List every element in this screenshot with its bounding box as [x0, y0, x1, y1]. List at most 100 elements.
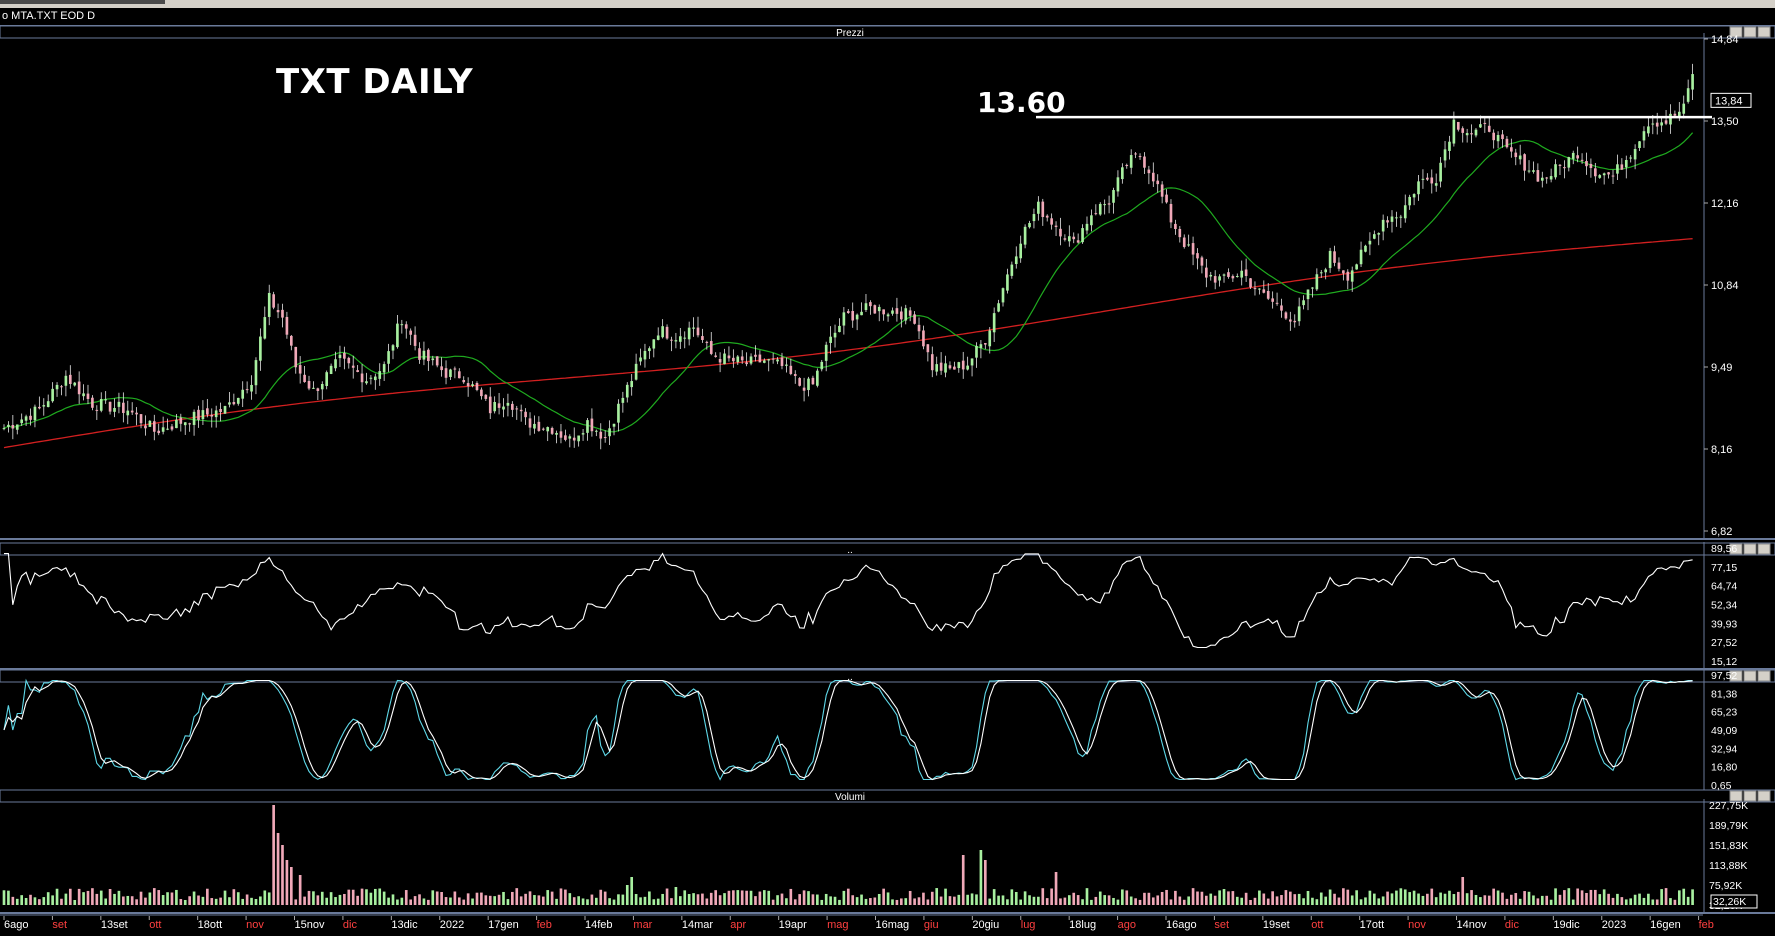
volume-bar: [365, 889, 368, 905]
volume-bar: [1081, 899, 1084, 905]
volume-bar: [1434, 897, 1438, 905]
candle-body: [639, 357, 642, 362]
volume-bar: [360, 888, 364, 905]
candle-body: [422, 350, 426, 360]
candle-body: [908, 310, 912, 316]
x-axis-label: giu: [924, 919, 939, 931]
volume-bar: [732, 890, 735, 905]
candle-body: [444, 368, 448, 378]
candle-body: [665, 326, 669, 339]
candle-body: [913, 314, 916, 324]
candle-body: [895, 308, 899, 314]
candle-body: [1554, 164, 1557, 178]
volume-bar: [1395, 890, 1398, 905]
volume-bar: [228, 897, 231, 905]
candle-body: [546, 427, 550, 432]
volume-bar: [1315, 899, 1319, 905]
candle-body: [767, 359, 771, 361]
volume-bar: [1479, 897, 1482, 905]
rsi-window-button: [1757, 543, 1771, 555]
volume-bar: [709, 892, 713, 905]
volume-bar: [696, 894, 700, 905]
volume-bar: [953, 896, 956, 905]
volume-bar: [1182, 899, 1186, 905]
candle-body: [590, 418, 594, 432]
volume-bar: [86, 890, 90, 905]
volume-bar: [824, 893, 828, 905]
volume-bar: [846, 888, 850, 905]
candle-body: [599, 431, 603, 439]
candle-body: [1107, 203, 1111, 205]
volume-bar: [391, 894, 395, 905]
volume-bar: [1328, 889, 1332, 905]
volume-bar: [829, 896, 832, 905]
candle-body: [192, 411, 196, 425]
candle-body: [1456, 121, 1460, 130]
volume-bar: [683, 890, 687, 905]
candle-body: [953, 366, 956, 370]
x-axis-label: feb: [1699, 919, 1714, 931]
candle-body: [1187, 244, 1190, 246]
x-axis-label: 16mag: [876, 919, 910, 931]
candle-body: [201, 410, 205, 420]
volume-bar: [687, 894, 691, 905]
candle-body: [900, 311, 903, 320]
volume-bar: [1333, 893, 1336, 905]
candle-body: [60, 386, 63, 388]
candle-body: [1372, 234, 1376, 239]
candle-body: [939, 362, 943, 371]
candle-body: [1647, 126, 1650, 134]
candle-body: [608, 428, 611, 437]
volume-bar: [219, 897, 222, 905]
candle-body: [1050, 218, 1053, 225]
candle-body: [303, 374, 306, 383]
candle-body: [144, 425, 147, 429]
candle-body: [223, 406, 227, 414]
volume-bar: [913, 898, 916, 905]
price-tick-label: 14,84: [1711, 34, 1739, 46]
volume-bar: [1633, 894, 1637, 905]
candle-body: [1448, 141, 1451, 151]
volume-bar: [1019, 899, 1023, 905]
candle-body: [1028, 223, 1031, 228]
candle-body: [11, 424, 15, 429]
candle-body: [793, 374, 797, 376]
candle-body: [1633, 149, 1637, 160]
volume-bar: [1249, 899, 1252, 905]
candle-body: [776, 359, 779, 362]
candle-body: [1364, 245, 1367, 252]
candle-body: [732, 357, 735, 362]
volume-bar: [1129, 896, 1133, 905]
candle-body: [1399, 216, 1403, 218]
rsi-tick-label: 15,12: [1711, 656, 1737, 668]
volume-bar: [206, 888, 209, 905]
volume-bar: [992, 889, 996, 905]
volume-bar: [555, 898, 558, 905]
volume-bar: [1205, 895, 1208, 905]
candle-body: [926, 344, 930, 353]
volume-bar: [1178, 896, 1182, 905]
volume-bar: [484, 895, 488, 905]
volume-bar: [60, 898, 63, 905]
candle-body: [1523, 154, 1526, 171]
volume-bar: [1302, 898, 1305, 905]
x-axis-label: 14feb: [585, 919, 613, 931]
stoch-tick-label: 32,94: [1711, 743, 1737, 755]
volume-bar: [802, 890, 806, 905]
volume-bar: [1412, 890, 1416, 905]
candle-body: [281, 309, 284, 318]
volume-bar: [740, 890, 744, 905]
candle-body: [1032, 214, 1036, 222]
volume-bar: [678, 896, 682, 905]
volume-bar: [546, 890, 550, 905]
ma-long-line: [3, 238, 1693, 449]
volume-bar: [38, 899, 41, 905]
volume-bar: [736, 890, 740, 905]
last-volume-box: [1710, 894, 1758, 909]
x-axis-label: set: [52, 919, 67, 931]
candle-body: [922, 330, 925, 347]
candle-body: [855, 314, 859, 320]
volume-bar: [422, 898, 426, 905]
candle-body: [789, 365, 793, 374]
volume-bar: [701, 893, 704, 905]
